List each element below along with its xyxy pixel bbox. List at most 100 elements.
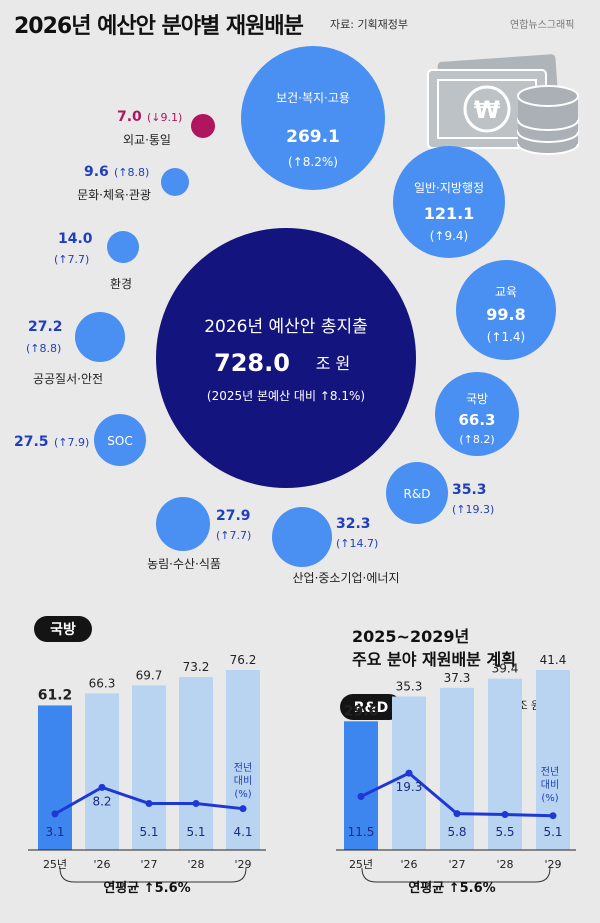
bubble-value: 9.6 — [84, 164, 109, 180]
yoy-point — [98, 783, 106, 791]
bubble-label: 산업·중소기업·에너지 — [293, 571, 400, 585]
bubble-label: 국방 — [466, 392, 488, 406]
bar — [488, 678, 522, 850]
yoy-value-label: 5.8 — [447, 825, 466, 839]
bubble-general-admin — [393, 146, 505, 258]
yoy-point — [453, 810, 461, 818]
bubble-industry — [272, 507, 332, 567]
bar — [226, 670, 260, 850]
bar — [440, 687, 474, 850]
bubble-value: 35.3 — [452, 482, 487, 498]
yoy-point — [549, 812, 557, 820]
bubble-label: 보건·복지·고용 — [276, 91, 350, 105]
credit-note: 연합뉴스그래픽 — [510, 20, 575, 31]
plan-title-line1: 2025~2029년 — [352, 627, 470, 646]
cagr-label: 연평균 ↑5.6% — [103, 880, 190, 896]
yoy-value-label: 8.2 — [92, 794, 111, 808]
bar-value-label: 69.7 — [136, 668, 163, 682]
bubble-label: 농림·수산·식품 — [147, 557, 221, 571]
panel-title: 국방 — [50, 621, 76, 638]
bubble-education — [456, 260, 556, 360]
bar — [85, 693, 119, 850]
bar — [132, 685, 166, 850]
yoy-label-2: 대비 — [541, 779, 559, 791]
bubble-change: (↑7.9) — [54, 436, 89, 449]
x-tick-label: '29 — [234, 858, 251, 871]
bubble-value: 7.0 — [117, 109, 142, 125]
yoy-label-1: 전년 — [541, 766, 559, 778]
yoy-point — [145, 799, 153, 807]
bubble-change: (↑8.2) — [459, 433, 494, 446]
bubble-change: (↑19.3) — [452, 503, 494, 516]
yoy-value-label: 5.1 — [139, 825, 158, 839]
yoy-value-label: 5.1 — [543, 825, 562, 839]
bar-value-label: 29.6 — [344, 703, 379, 719]
yoy-label-3: (%) — [234, 789, 251, 800]
panel-title: R&D — [354, 700, 389, 716]
bubble-change: (↑1.4) — [487, 330, 526, 344]
yoy-value-label: 19.3 — [396, 780, 423, 794]
cagr-label: 연평균 ↑5.6% — [408, 880, 495, 896]
bar — [536, 670, 570, 850]
x-tick-label: 25년 — [43, 858, 67, 871]
yoy-point — [239, 805, 247, 813]
svg-text:₩: ₩ — [474, 96, 501, 124]
yoy-point — [357, 793, 365, 800]
bubble-value: 99.8 — [486, 305, 525, 324]
yoy-label-1: 전년 — [234, 762, 252, 774]
bubble-value: 27.2 — [28, 319, 63, 335]
x-tick-label: '26 — [93, 858, 110, 871]
bubble-change: (↑9.4) — [430, 229, 469, 243]
yoy-point — [192, 799, 200, 807]
bar-value-label: 35.3 — [396, 680, 423, 694]
bubble-label: 교육 — [495, 285, 517, 299]
yoy-point — [51, 810, 59, 818]
yoy-label-3: (%) — [541, 793, 558, 804]
page-title: 2026년 예산안 분야별 재원배분 — [14, 14, 304, 39]
bar — [38, 705, 72, 850]
bar-value-label: 39.4 — [492, 662, 519, 676]
money-coins-icon: ₩ — [427, 54, 579, 155]
bubble-change: (↑14.7) — [336, 537, 378, 550]
bubble-label: 환경 — [110, 277, 132, 291]
bar-value-label: 41.4 — [540, 653, 567, 667]
x-tick-label: '26 — [400, 858, 417, 871]
rnd-chart: R&D 29.625년35.3'2637.3'2739.4'2841.4'29 … — [336, 653, 576, 896]
center-value: 728.0 — [214, 349, 290, 377]
bubble-diplomacy — [191, 114, 215, 138]
bubble-label: 공공질서·안전 — [33, 372, 103, 386]
yoy-value-label: 5.5 — [495, 825, 514, 839]
bubble-value: 121.1 — [424, 204, 475, 223]
total-circle — [156, 228, 416, 488]
yoy-value-label: 4.1 — [233, 825, 252, 839]
yoy-label-2: 대비 — [234, 775, 252, 787]
x-tick-label: '28 — [496, 858, 513, 871]
x-tick-label: '29 — [544, 858, 561, 871]
bar-value-label: 61.2 — [38, 687, 73, 703]
bubble-culture — [161, 168, 189, 196]
source-note: 자료: 기획재정부 — [330, 18, 409, 31]
bubble-label: 문화·체육·관광 — [77, 188, 151, 202]
bar-value-label: 73.2 — [183, 660, 210, 674]
center-unit: 조 원 — [316, 354, 351, 373]
bubble-change: (↑7.7) — [54, 253, 89, 266]
panel-title-pill — [340, 694, 402, 720]
yoy-value-label: 11.5 — [348, 825, 375, 839]
bubble-label: 일반·지방행정 — [414, 180, 484, 195]
bubble-health-welfare — [241, 46, 385, 190]
center-line1: 2026년 예산안 총지출 — [204, 317, 368, 337]
bubble-soc — [94, 414, 146, 466]
x-tick-label: '28 — [187, 858, 204, 871]
bubble-label: SOC — [107, 434, 132, 448]
bubble-label: 외교·통일 — [123, 133, 171, 147]
x-tick-label: '27 — [448, 858, 465, 871]
bubble-value: 269.1 — [286, 127, 340, 147]
bar-value-label: 66.3 — [89, 676, 116, 690]
cagr-bracket — [361, 867, 551, 883]
bubble-change: (↑8.2%) — [288, 155, 338, 169]
bubble-value: 27.9 — [216, 508, 251, 524]
bubble-defense — [435, 372, 519, 456]
bubble-value: 14.0 — [58, 231, 93, 247]
yoy-point — [501, 811, 509, 818]
bubble-change: (↑8.8) — [114, 166, 149, 179]
